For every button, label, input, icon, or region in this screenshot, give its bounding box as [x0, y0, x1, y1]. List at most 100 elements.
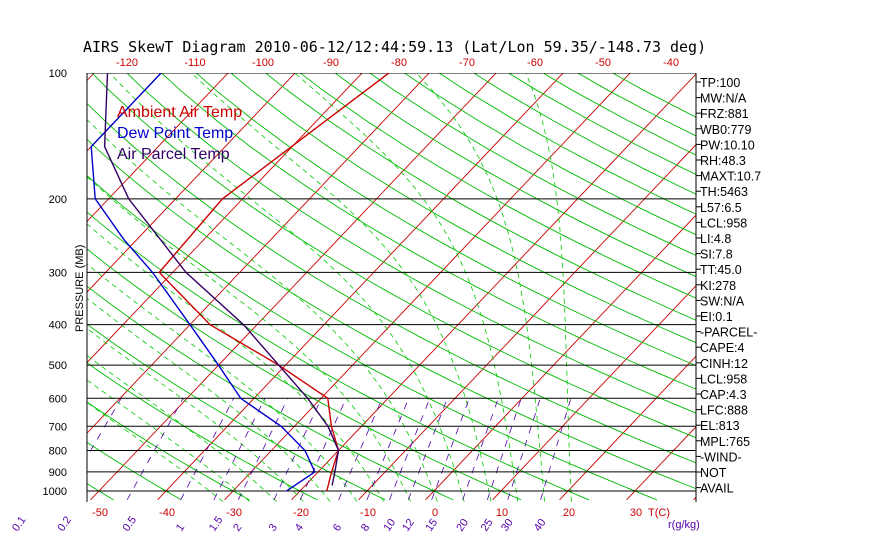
index-value: TT:45.0: [700, 263, 742, 277]
mixing-ratio-tick: 3: [267, 522, 280, 534]
index-value: TP:100: [700, 76, 740, 90]
dry-adiabat-line: [87, 102, 696, 464]
bottom-temp-tick: 30: [630, 507, 642, 519]
index-value: EI:0.1: [700, 310, 733, 324]
series-line: [103, 73, 340, 486]
mixing-ratio-tick: 0.2: [56, 514, 75, 533]
dry-adiabat-line: [368, 73, 696, 256]
moist-adiabat-line: [87, 118, 438, 502]
pressure-tick-label: 500: [49, 360, 67, 372]
pressure-tick-label: 800: [49, 445, 67, 457]
isotherm-line: [90, 73, 497, 501]
index-value: LCL:958: [700, 216, 747, 230]
mixing-ratio-line: [366, 398, 410, 501]
index-value: MAXT:10.7: [700, 170, 761, 184]
top-temp-tick: -120: [116, 57, 138, 69]
mixing-ratio-line: [540, 398, 572, 500]
isotherm-line: [425, 214, 696, 501]
dry-adiabat-line: [87, 441, 182, 501]
mixing-ratio-tick: 25: [479, 517, 496, 534]
bottom-temp-tick: -40: [159, 507, 175, 519]
index-value: NOT: [700, 466, 727, 480]
mixing-ratio-line: [486, 398, 522, 500]
index-value: KI:278: [700, 279, 736, 293]
moist-adiabat-line: [87, 297, 331, 502]
mixing-ratio-axis-label: r(g/kg): [668, 519, 700, 531]
mixing-ratio-tick: 1: [174, 522, 187, 534]
dry-adiabat-line: [87, 401, 250, 501]
dry-adiabat-line: [264, 73, 696, 321]
index-value: SW:N/A: [700, 294, 745, 308]
index-value: LFC:888: [700, 404, 748, 418]
top-temp-tick: -100: [252, 57, 274, 69]
index-value: -PARCEL-: [700, 326, 757, 340]
dry-adiabat-line: [472, 73, 696, 195]
index-value: CAPE:4: [700, 341, 745, 355]
dry-adiabat-line: [87, 138, 696, 490]
dry-adiabat-line: [126, 73, 696, 414]
isotherm-line: [224, 73, 631, 501]
moist-adiabat-line: [87, 223, 385, 502]
bottom-temp-tick: 10: [496, 507, 508, 519]
moist-adiabat-line: [525, 73, 572, 502]
index-value: TH:5463: [700, 185, 748, 199]
mixing-ratio-line: [431, 398, 470, 500]
index-value: RH:48.3: [700, 154, 746, 168]
index-value: AVAIL: [700, 482, 734, 496]
pressure-tick-label: 700: [49, 421, 67, 433]
isotherm-line: [87, 73, 229, 223]
pressure-tick-label: 300: [49, 267, 67, 279]
index-value: CINH:12: [700, 357, 748, 371]
isotherm-line: [492, 285, 696, 501]
index-value: L57:6.5: [700, 201, 742, 215]
index-value: CAP:4.3: [700, 388, 747, 402]
dry-adiabat-line: [195, 73, 696, 367]
moist-adiabat-line: [87, 355, 277, 502]
pressure-tick-label: 1000: [43, 486, 67, 498]
index-value: WB0:779: [700, 123, 751, 137]
isotherm-line: [157, 73, 564, 501]
dry-adiabat-line: [87, 248, 522, 501]
mixing-ratio-tick: 2: [231, 522, 244, 534]
dry-adiabat-line: [0, 54, 46, 500]
bottom-temp-tick: 20: [563, 507, 575, 519]
moist-adiabat-line: [294, 73, 519, 502]
mixing-ratio-tick: 8: [359, 522, 372, 534]
dry-adiabat-line: [87, 362, 318, 501]
isotherm-line: [291, 73, 696, 501]
index-value: MW:N/A: [700, 92, 747, 106]
moist-adiabat-line: [415, 73, 545, 502]
legend-item: Dew Point Temp: [117, 125, 233, 142]
top-temp-tick: -80: [391, 57, 407, 69]
bottom-temp-tick: 0: [432, 507, 438, 519]
series-line: [90, 73, 316, 492]
mixing-ratio-tick: 4: [293, 522, 306, 534]
y-axis-label: PRESSURE (MB): [74, 245, 86, 332]
mixing-ratio-tick: 20: [454, 517, 471, 534]
bottom-temp-tick: -30: [226, 507, 242, 519]
bottom-temp-tick: -50: [92, 507, 108, 519]
index-value: EL:813: [700, 419, 740, 433]
top-temp-tick: -40: [663, 57, 679, 69]
moist-adiabat-line: [87, 379, 251, 502]
top-temp-tick: -70: [459, 57, 475, 69]
bottom-temp-tick: -20: [293, 507, 309, 519]
mixing-ratio-tick: 12: [400, 517, 417, 534]
isotherm-line: [358, 144, 696, 501]
index-value: SI:7.8: [700, 248, 733, 262]
mixing-ratio-line: [338, 398, 383, 501]
legend-item: Air Parcel Temp: [117, 146, 230, 163]
top-temp-tick: -50: [595, 57, 611, 69]
plot-grid: [0, 54, 696, 502]
top-temp-tick: -110: [184, 57, 205, 69]
pressure-tick-label: 900: [49, 467, 67, 479]
index-value: LI:4.8: [700, 232, 731, 246]
mixing-ratio-line: [213, 398, 266, 501]
mixing-ratio-tick: 0.5: [121, 514, 140, 533]
index-value: FRZ:881: [700, 107, 749, 121]
pressure-tick-label: 600: [49, 393, 67, 405]
plot-series: [90, 73, 390, 492]
dry-adiabat-line: [87, 175, 658, 501]
